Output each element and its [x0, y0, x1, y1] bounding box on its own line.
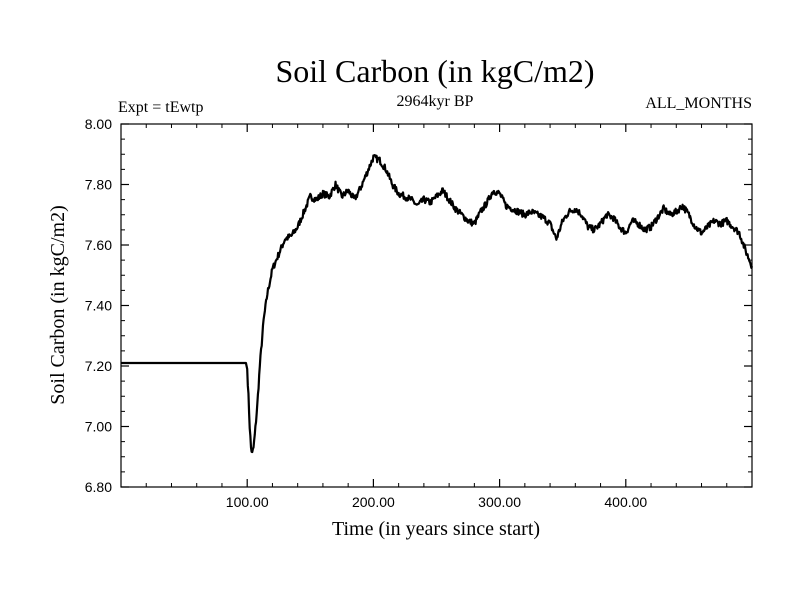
x-axis-ticks: 100.00 200.00 300.00 400.00 [145, 124, 728, 510]
x-tick-label: 300.00 [478, 494, 521, 510]
y-tick-label: 7.80 [85, 177, 112, 193]
months-label: ALL_MONTHS [645, 95, 752, 112]
experiment-label: Expt = tEwtp [118, 99, 203, 116]
series-line [120, 154, 754, 454]
chart-title: Soil Carbon (in kgC/m2) [275, 53, 594, 89]
y-tick-label: 7.20 [85, 358, 112, 374]
y-tick-label: 7.60 [85, 237, 112, 253]
y-axis-ticks: 6.80 7.00 7.20 7.40 7.60 7.80 8.00 [85, 116, 752, 495]
x-tick-label: 400.00 [604, 494, 647, 510]
x-tick-label: 100.00 [226, 494, 269, 510]
plot-frame [120, 123, 753, 488]
x-axis-label: Time (in years since start) [332, 518, 540, 540]
y-tick-label: 7.40 [85, 298, 112, 314]
y-tick-label: 8.00 [85, 116, 112, 132]
x-tick-label: 200.00 [352, 494, 395, 510]
chart-subtitle: 2964kyr BP [397, 93, 474, 110]
y-tick-label: 6.80 [85, 479, 112, 495]
y-axis-label: Soil Carbon (in kgC/m2) [47, 205, 69, 404]
y-tick-label: 7.00 [85, 419, 112, 435]
